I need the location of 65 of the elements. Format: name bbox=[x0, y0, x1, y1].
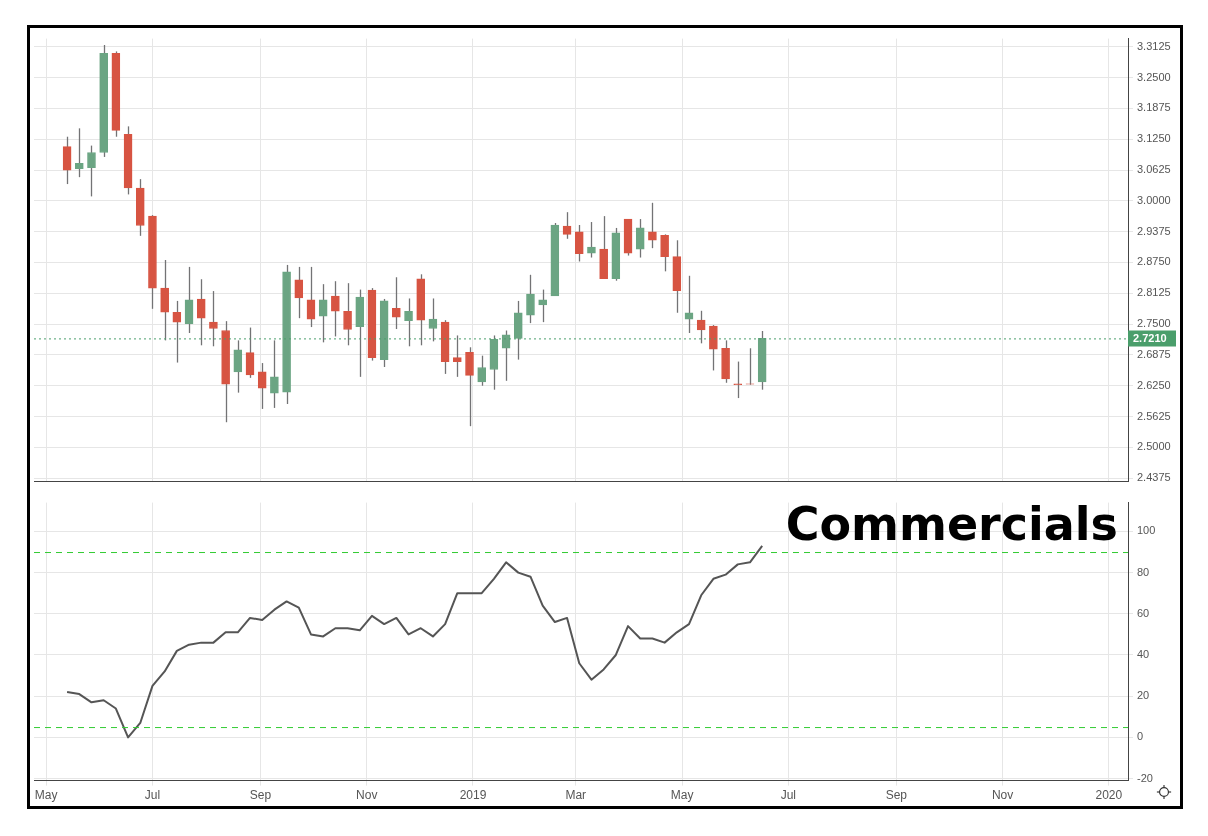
y-tick-label: 3.2500 bbox=[1137, 70, 1171, 83]
candlestick bbox=[87, 144, 96, 198]
y-tick-label: 3.0625 bbox=[1137, 163, 1171, 176]
candlestick bbox=[696, 310, 706, 344]
candlestick bbox=[587, 221, 596, 259]
candlestick bbox=[331, 280, 340, 338]
y-tick-label: 2.6875 bbox=[1137, 347, 1171, 360]
x-tick-label: Nov bbox=[356, 788, 378, 803]
x-tick-label: Nov bbox=[991, 788, 1014, 803]
ref-line-label: 2.7210 bbox=[1133, 332, 1167, 345]
candlestick bbox=[465, 346, 474, 427]
candlestick bbox=[648, 202, 657, 249]
candlestick bbox=[209, 290, 218, 347]
candlestick bbox=[635, 218, 645, 259]
candlestick bbox=[392, 276, 401, 330]
y-tick-label: 2.8750 bbox=[1137, 255, 1171, 268]
candlestick bbox=[294, 266, 304, 319]
candlestick bbox=[74, 127, 84, 178]
y-tick-label: 40 bbox=[1137, 648, 1150, 661]
candlestick bbox=[318, 283, 328, 343]
candlestick bbox=[709, 324, 718, 372]
candlestick bbox=[257, 362, 267, 410]
y-tick-label: 100 bbox=[1137, 524, 1156, 537]
candlestick bbox=[343, 282, 352, 346]
y-tick-label: 3.3125 bbox=[1137, 39, 1171, 52]
candlestick bbox=[306, 266, 316, 328]
y-tick-label: 3.1875 bbox=[1137, 101, 1171, 114]
candlestick bbox=[684, 275, 694, 334]
y-tick-label: 2.6250 bbox=[1137, 378, 1171, 391]
y-tick-label: 3.0000 bbox=[1137, 193, 1171, 206]
candlestick bbox=[660, 233, 669, 272]
y-tick-label: 0 bbox=[1137, 730, 1144, 743]
y-tick-label: 2.8125 bbox=[1137, 286, 1171, 299]
candlestick bbox=[452, 334, 462, 378]
x-tick-label: Sep bbox=[885, 788, 908, 803]
x-tick-label: May bbox=[34, 788, 58, 803]
x-tick-label: 2019 bbox=[459, 788, 487, 803]
candlestick bbox=[477, 355, 487, 387]
y-tick-label: 2.4375 bbox=[1137, 471, 1171, 484]
candlestick bbox=[270, 339, 279, 409]
y-tick-label: 2.5000 bbox=[1137, 440, 1171, 453]
y-tick-label: 2.7500 bbox=[1137, 317, 1171, 330]
candlestick bbox=[196, 278, 206, 346]
x-tick-label: Sep bbox=[249, 788, 272, 803]
x-tick-label: 2020 bbox=[1095, 788, 1123, 803]
y-tick-label: 2.5625 bbox=[1137, 409, 1171, 422]
x-tick-label: Jul bbox=[780, 788, 796, 803]
y-tick-label: 20 bbox=[1137, 689, 1150, 702]
y-tick-label: -20 bbox=[1137, 771, 1153, 784]
candlestick bbox=[428, 297, 438, 343]
candlestick bbox=[62, 136, 72, 185]
y-tick-label: 3.1250 bbox=[1137, 132, 1171, 145]
annotation: Commercials bbox=[785, 496, 1118, 551]
y-tick-label: 80 bbox=[1137, 565, 1150, 578]
candlestick bbox=[233, 339, 243, 394]
x-tick-label: Jul bbox=[144, 788, 161, 803]
candlestick bbox=[526, 274, 535, 324]
candlestick bbox=[574, 224, 584, 263]
y-tick-label: 2.9375 bbox=[1137, 224, 1171, 237]
y-tick-label: 60 bbox=[1137, 606, 1150, 619]
x-tick-label: May bbox=[670, 788, 694, 803]
candlestick bbox=[404, 297, 413, 347]
x-tick-label: Mar bbox=[565, 788, 587, 803]
candlestick bbox=[245, 326, 255, 379]
candlestick bbox=[733, 360, 743, 399]
